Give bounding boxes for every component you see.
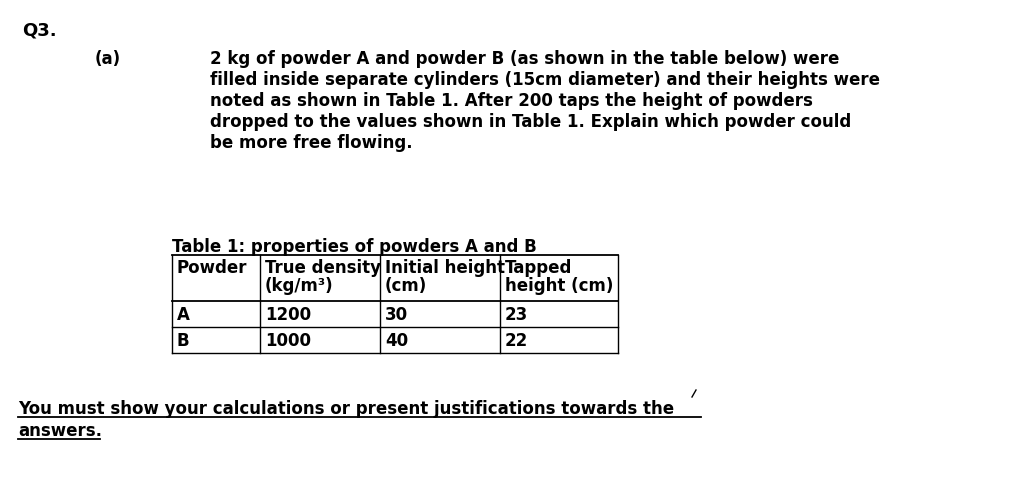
Text: dropped to the values shown in Table 1. Explain which powder could: dropped to the values shown in Table 1. … <box>210 113 851 131</box>
Text: 23: 23 <box>505 306 528 324</box>
Text: Initial height: Initial height <box>385 259 505 277</box>
Text: 30: 30 <box>385 306 408 324</box>
Text: 1200: 1200 <box>265 306 311 324</box>
Text: be more free flowing.: be more free flowing. <box>210 134 412 152</box>
Text: (a): (a) <box>96 50 121 68</box>
Text: B: B <box>177 332 190 350</box>
Text: 1000: 1000 <box>265 332 311 350</box>
Text: answers.: answers. <box>18 422 102 440</box>
Text: filled inside separate cylinders (15cm diameter) and their heights were: filled inside separate cylinders (15cm d… <box>210 71 880 89</box>
Text: (cm): (cm) <box>385 277 428 295</box>
Text: Table 1: properties of powders A and B: Table 1: properties of powders A and B <box>172 238 536 256</box>
Text: (kg/m³): (kg/m³) <box>265 277 333 295</box>
Text: True density: True density <box>265 259 381 277</box>
Text: 22: 22 <box>505 332 528 350</box>
Text: Q3.: Q3. <box>22 22 57 40</box>
Text: Tapped: Tapped <box>505 259 572 277</box>
Text: A: A <box>177 306 190 324</box>
Text: noted as shown in Table 1. After 200 taps the height of powders: noted as shown in Table 1. After 200 tap… <box>210 92 813 110</box>
Text: 40: 40 <box>385 332 408 350</box>
Text: 2 kg of powder A and powder B (as shown in the table below) were: 2 kg of powder A and powder B (as shown … <box>210 50 839 68</box>
Text: Powder: Powder <box>177 259 248 277</box>
Text: You must show your calculations or present justifications towards the: You must show your calculations or prese… <box>18 400 675 418</box>
Text: height (cm): height (cm) <box>505 277 614 295</box>
